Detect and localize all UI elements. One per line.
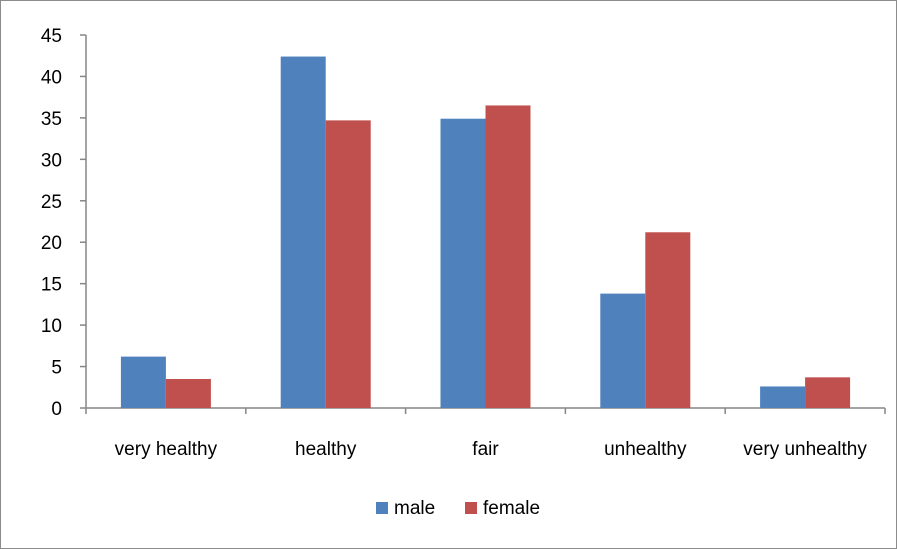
y-tick-label: 25: [41, 192, 62, 213]
bar-male-fair: [440, 118, 486, 409]
x-ticks: very healthy healthy fair unhealthy very unh…: [85, 408, 886, 460]
bar-female-fair: [485, 105, 531, 408]
y-tick-label: 15: [41, 275, 62, 296]
bar-female-unhealthy: [645, 232, 691, 408]
legend: male female: [376, 498, 540, 519]
legend-label-female: female: [483, 498, 540, 519]
bar-female-very-unhealthy: [805, 377, 851, 408]
y-tick-label: 40: [41, 67, 62, 88]
x-tick-label: unhealthy: [604, 439, 687, 460]
bar-male-very-healthy: [120, 356, 166, 408]
y-tick-label: 10: [41, 316, 62, 337]
y-tick-label: 5: [51, 358, 62, 379]
bar-male-unhealthy: [600, 293, 646, 408]
x-tick-label: fair: [472, 439, 499, 460]
y-tick-label: 45: [41, 26, 62, 47]
bar-female-healthy: [325, 120, 371, 409]
x-tick-label: very unhealthy: [743, 439, 867, 460]
bar-female-very-healthy: [165, 378, 211, 408]
y-tick-label: 20: [41, 233, 62, 254]
y-ticks: 0 5 10 15 20 25 30 35 40 45: [41, 26, 86, 420]
y-tick-label: 0: [51, 399, 62, 420]
x-tick-label: healthy: [295, 439, 357, 460]
legend-swatch-male: [376, 502, 388, 514]
legend-swatch-female: [465, 502, 477, 514]
x-tick-label: very healthy: [115, 439, 218, 460]
bars: [120, 56, 851, 409]
y-tick-label: 35: [41, 109, 62, 130]
bar-male-healthy: [280, 56, 326, 408]
legend-label-male: male: [394, 498, 435, 519]
y-tick-label: 30: [41, 150, 62, 171]
bar-male-very-unhealthy: [760, 386, 806, 408]
